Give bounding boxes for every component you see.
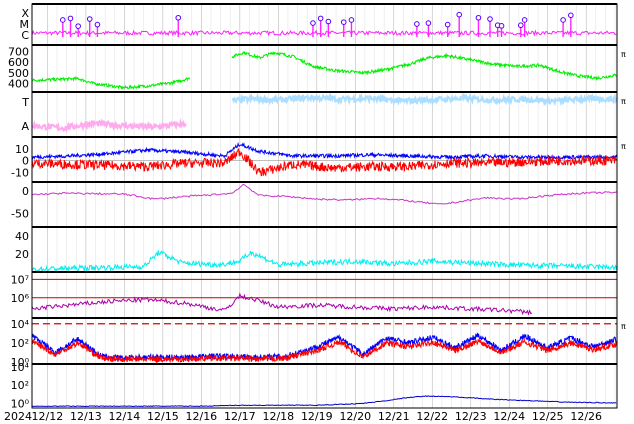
flare-marker — [521, 17, 528, 23]
panel-frame-xray-flares — [31, 3, 618, 46]
y-tick-speed: 500 — [8, 67, 29, 80]
right-axis-marker: π — [621, 142, 626, 151]
x-tick-label: 12/26 — [570, 410, 602, 423]
x-tick-label: 12/19 — [301, 410, 333, 423]
flare-marker — [317, 15, 324, 22]
flare-marker — [560, 17, 566, 23]
flare-marker — [498, 23, 505, 29]
flare-marker — [425, 20, 432, 26]
flare-marker — [456, 11, 463, 18]
flare-marker — [310, 20, 316, 26]
y-tick-imf: 10 — [15, 143, 29, 156]
right-axis-marker: π — [621, 322, 626, 331]
y-tick-dst: -50 — [11, 208, 29, 221]
y-tick-h2: 10² — [11, 379, 29, 392]
x-tick-label: 12/21 — [378, 410, 410, 423]
y-tick-h0: 10⁰ — [11, 397, 30, 410]
y-tick-p0: 10⁰ — [11, 356, 30, 369]
y-tick-kp: 40 — [15, 230, 29, 243]
electron-series — [31, 292, 533, 316]
x-tick-label: 12/15 — [147, 410, 179, 423]
flare-marker — [348, 17, 355, 23]
frame-layer — [31, 3, 618, 409]
flare-marker — [414, 21, 420, 27]
panel-frame-high-energy-flux — [31, 363, 618, 409]
x-tick-label: 12/12 — [32, 410, 64, 423]
a-ratio-series — [31, 118, 187, 134]
flare-marker — [475, 14, 482, 21]
x-tick-label: 12/25 — [532, 410, 564, 423]
x-tick-label: 12/17 — [224, 410, 256, 423]
flare-marker — [340, 19, 347, 25]
x-tick-label: 12/13 — [70, 410, 102, 423]
x-tick-label: 12/18 — [262, 410, 294, 423]
y-tick-c: C — [21, 29, 29, 42]
flare-marker — [568, 12, 574, 19]
wind-speed-series — [31, 76, 191, 90]
x-axis: 2024 12/12 12/13 12/14 12/15 12/16 12/17 12/18… — [4, 410, 602, 423]
wind-speed-series — [231, 51, 617, 82]
flare-marker — [175, 14, 182, 21]
y-tick-speed: 700 — [8, 45, 29, 58]
flare-marker — [59, 17, 66, 23]
x-tick-label: 12/14 — [109, 410, 141, 423]
panel-frame-dst — [31, 181, 618, 228]
x-tick-label: 12/23 — [455, 410, 487, 423]
y-tick-p4: 10⁴ — [11, 318, 30, 331]
y-tick-kp: 20 — [15, 248, 29, 261]
y-tick-e7: 10⁷ — [11, 273, 29, 286]
flare-marker — [86, 16, 93, 22]
x-tick-label: 12/20 — [339, 410, 371, 423]
y-tick-dst: 0 — [22, 185, 29, 198]
imf-series-Bz — [31, 148, 618, 177]
right-axis-marker: π — [621, 97, 626, 106]
imf-series-Bt — [31, 141, 618, 161]
x-tick-label: 12/16 — [185, 410, 217, 423]
y-tick-a: A — [21, 120, 29, 133]
y-tick-e6: 10⁶ — [11, 292, 30, 305]
y-tick-t: T — [21, 96, 29, 109]
flare-marker — [94, 21, 101, 28]
x-tick-label: 12/24 — [493, 410, 525, 423]
t-ratio-series — [231, 92, 618, 107]
y-tick-speed: 400 — [8, 77, 29, 90]
kp-series — [31, 250, 618, 273]
dst-series — [31, 183, 618, 205]
data-layer — [31, 11, 618, 408]
right-axis-marker: π — [621, 50, 626, 59]
high-energy-series — [31, 395, 617, 408]
flare-marker — [325, 18, 332, 25]
y-tick-p2: 10² — [11, 337, 29, 350]
flare-marker — [517, 22, 524, 29]
y-tick-m: M — [20, 18, 30, 31]
panel-frame-wind-speed — [31, 44, 618, 93]
flare-marker — [487, 16, 493, 22]
y-tick-speed: 600 — [8, 56, 29, 69]
flare-marker — [67, 15, 74, 22]
y-tick-imf: -10 — [11, 167, 29, 180]
xray-baseline — [31, 29, 617, 37]
proton-series-p1 — [31, 332, 618, 363]
y-tick-h4: 10⁴ — [11, 361, 30, 374]
x-tick-label: 12/22 — [416, 410, 448, 423]
flare-marker — [75, 23, 81, 29]
proton-series-p2 — [31, 337, 618, 364]
x-axis-grid — [47, 4, 616, 408]
x-axis-year-label: 2024 — [4, 410, 32, 423]
flare-marker — [444, 21, 451, 28]
y-tick-imf: 0 — [22, 155, 29, 168]
y-tick-x: X — [21, 7, 29, 20]
